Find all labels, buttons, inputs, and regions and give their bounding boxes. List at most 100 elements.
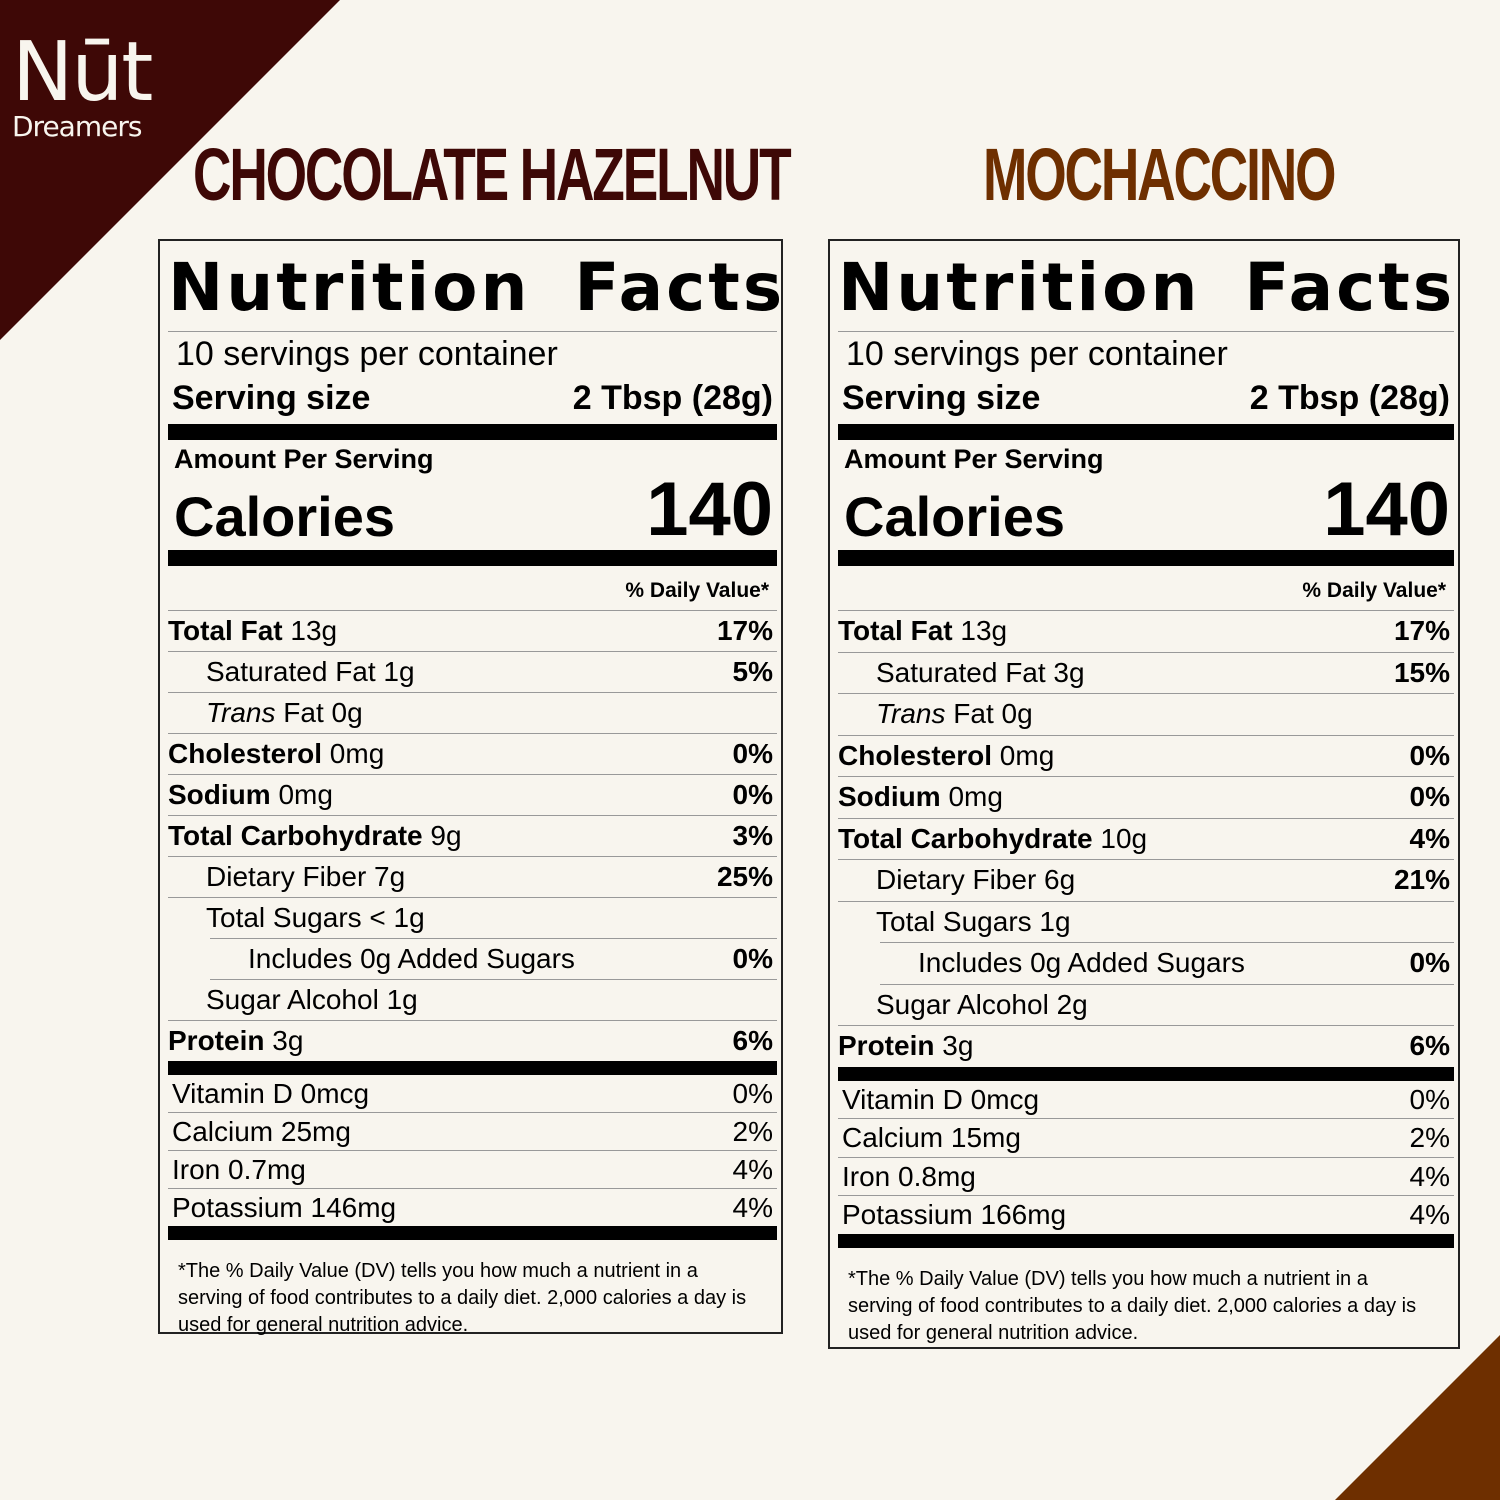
nutrient-amount: 2g [1048, 988, 1088, 1020]
nutrient-daily-value: 0% [732, 779, 773, 810]
nutrient-amount: 3g [934, 1030, 974, 1061]
servings-per-container: 10 servings per container [846, 335, 1228, 373]
nutrient-row: Trans Fat 0g [168, 693, 777, 734]
nutrient-name: Saturated Fat 1g [206, 656, 415, 687]
nutrient-row: Dietary Fiber 6g 21% [838, 860, 1454, 902]
nutrient-amount: 0mg [322, 738, 385, 769]
nutrient-row: Includes 0g Added Sugars 0% [880, 942, 1454, 985]
nutrient-name: Protein 3g [168, 1025, 304, 1056]
nutrient-daily-value: 15% [1393, 656, 1450, 688]
nutrient-row: Protein 3g 6% [838, 1026, 1454, 1067]
vitamin-daily-value: 2% [732, 1116, 773, 1147]
nutrient-amount: 0mg [940, 781, 1003, 812]
nutrient-name: Cholesterol 0mg [838, 739, 1055, 771]
nutrient-row: Sodium 0mg 0% [838, 777, 1454, 819]
product-title-chocolate-hazelnut: CHOCOLATE HAZELNUT [193, 133, 792, 216]
nutrient-daily-value: 5% [732, 656, 773, 687]
nutrient-row: Dietary Fiber 7g 25% [168, 857, 777, 898]
vitamin-name: Iron 0.7mg [172, 1154, 306, 1185]
nutrient-row: Includes 0g Added Sugars 0% [210, 938, 777, 980]
vitamin-name: Vitamin D 0mcg [172, 1078, 370, 1109]
calories-label: Calories [174, 485, 395, 548]
calories-value: 140 [1323, 467, 1450, 552]
nutrient-name: Dietary Fiber 6g [876, 864, 1076, 895]
nutrient-row: Cholesterol 0mg 0% [838, 736, 1454, 777]
nutrient-daily-value: 0% [1409, 739, 1450, 771]
nutrient-amount: 3g [1045, 656, 1085, 688]
daily-value-header: % Daily Value* [838, 570, 1454, 611]
servings-per-container: 10 servings per container [176, 335, 558, 373]
nutrient-name: Dietary Fiber 7g [206, 861, 406, 892]
nutrient-name: Includes 0g Added Sugars [918, 947, 1245, 978]
nutrient-list: Total Fat 13g 17% Saturated Fat 1g 5% Trans … [168, 611, 777, 1061]
nutrient-name: Sodium 0mg [838, 781, 1003, 812]
nutrient-daily-value: 0% [1409, 947, 1450, 978]
daily-value-footnote: *The % Daily Value (DV) tells you how mu… [178, 1260, 747, 1336]
thick-divider [168, 1061, 777, 1075]
nutrient-row: Total Fat 13g 17% [838, 611, 1454, 653]
nutrient-row: Sugar Alcohol 1g [168, 980, 777, 1021]
daily-value-footnote: *The % Daily Value (DV) tells you how mu… [848, 1267, 1417, 1344]
nutrient-name: Sugar Alcohol 1g [206, 984, 418, 1015]
thick-divider [838, 550, 1454, 566]
vitamin-name: Potassium 166mg [842, 1199, 1067, 1230]
nutrient-amount: 1g [378, 984, 418, 1015]
serving-size-label: Serving size [842, 379, 1041, 417]
nutrient-amount: 10g [1092, 822, 1148, 854]
vitamin-name: Potassium 146mg [172, 1192, 397, 1223]
serving-size-row: Serving size 2 Tbsp (28g) [838, 376, 1454, 420]
thick-divider [168, 424, 777, 440]
nutrient-amount: 13g [952, 615, 1008, 646]
nutrient-daily-value: 6% [1409, 1030, 1450, 1061]
nutrient-list: Total Fat 13g 17% Saturated Fat 3g 15% Trans… [838, 611, 1454, 1067]
amount-per-serving: Amount Per Serving [844, 444, 1104, 474]
vitamin-row: Potassium 166mg 4% [838, 1196, 1454, 1234]
nutrient-amount: 7g [366, 861, 406, 892]
nutrition-facts-heading: Nutrition Facts [838, 249, 1454, 332]
nutrient-name: Sugar Alcohol 2g [876, 988, 1088, 1020]
nutrient-name: Sodium 0mg [168, 779, 333, 810]
calories-row: Calories 140 [838, 467, 1454, 552]
vitamin-name: Calcium 15mg [842, 1122, 1021, 1153]
thick-divider [838, 1233, 1454, 1248]
vitamin-row: Calcium 25mg 2% [168, 1113, 777, 1151]
brand-logo: Nūt Dreamers [12, 25, 153, 141]
nutrition-label-chocolate-hazelnut: Nutrition Facts 10 servings per containe… [158, 239, 783, 1336]
serving-size-row: Serving size 2 Tbsp (28g) [168, 376, 777, 420]
nutrient-name: Trans Fat 0g [876, 698, 1033, 729]
nutrient-row: Saturated Fat 1g 5% [168, 652, 777, 693]
nutrient-row: Total Carbohydrate 9g 3% [168, 816, 777, 857]
nutrient-amount: < 1g [361, 902, 425, 933]
nutrient-daily-value: 6% [732, 1025, 773, 1056]
thick-divider [838, 1066, 1454, 1081]
nutrient-daily-value: 0% [732, 943, 773, 974]
nutrient-daily-value: 21% [1393, 864, 1450, 895]
vitamin-row: Vitamin D 0mcg 0% [168, 1075, 777, 1113]
vitamin-daily-value: 0% [1409, 1083, 1450, 1115]
nutrient-name: Total Fat 13g [838, 615, 1008, 646]
nutrient-name: Total Sugars 1g [876, 905, 1071, 937]
vitamin-daily-value: 0% [732, 1078, 773, 1109]
nutrient-daily-value: 17% [716, 615, 773, 646]
nutrient-row: Total Sugars < 1g [168, 898, 777, 938]
nutrient-row: Sodium 0mg 0% [168, 775, 777, 816]
nutrient-amount: 0mg [992, 739, 1055, 771]
nutrient-name: Cholesterol 0mg [168, 738, 385, 769]
calories-row: Calories 140 [168, 472, 777, 548]
nutrient-daily-value: 3% [732, 820, 773, 851]
vitamin-daily-value: 2% [1409, 1122, 1450, 1153]
nutrient-name: Includes 0g Added Sugars [248, 943, 575, 974]
nutrient-row: Total Fat 13g 17% [168, 611, 777, 652]
thick-divider [838, 424, 1454, 440]
logo-wordmark-nut: Nūt [12, 25, 153, 120]
serving-size-label: Serving size [172, 379, 371, 417]
vitamin-list: Vitamin D 0mcg 0% Calcium 25mg 2% Iron 0.7mg… [168, 1075, 777, 1226]
vitamin-name: Calcium 25mg [172, 1116, 351, 1147]
thick-divider [168, 1226, 777, 1240]
nutrient-amount: 0g [993, 698, 1033, 729]
vitamin-list: Vitamin D 0mcg 0% Calcium 15mg 2% Iron 0.8mg… [838, 1081, 1454, 1234]
nutrient-name: Total Fat 13g [168, 615, 338, 646]
vitamin-daily-value: 4% [1409, 1199, 1450, 1230]
nutrition-facts-heading: Nutrition Facts [168, 249, 782, 332]
nutrient-row: Sugar Alcohol 2g [838, 985, 1454, 1026]
